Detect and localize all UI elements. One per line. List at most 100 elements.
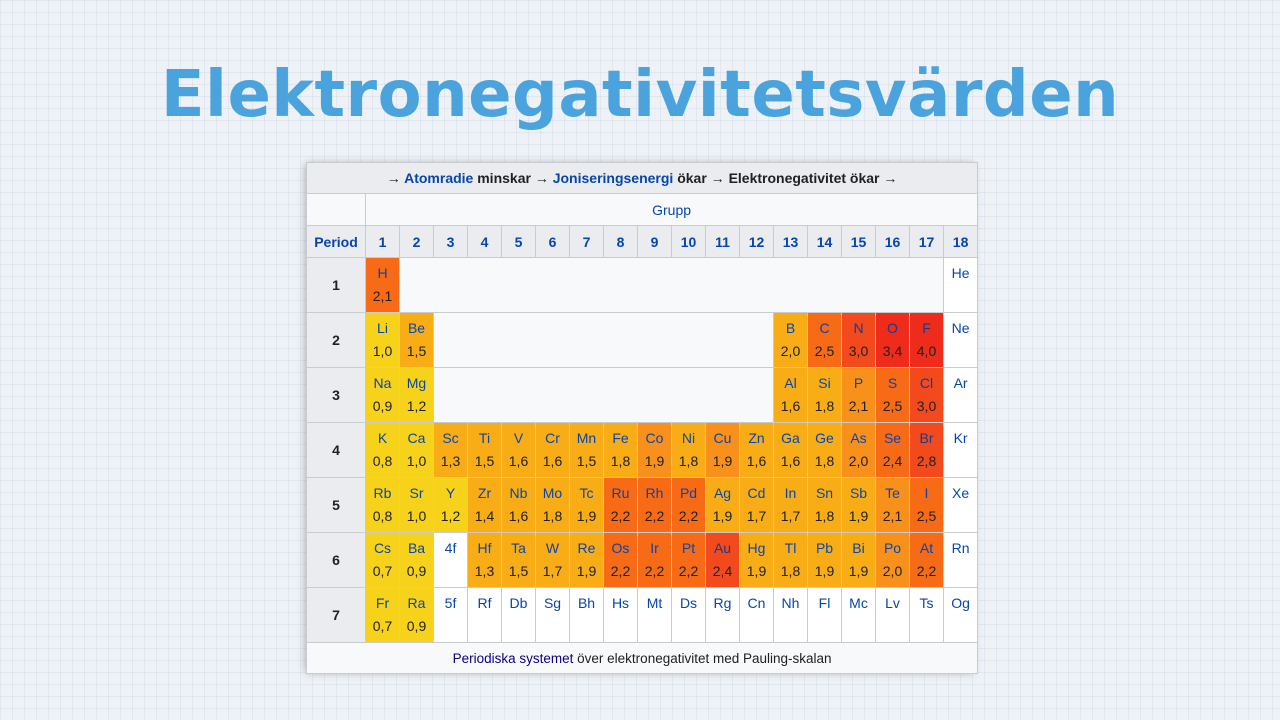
element-symbol[interactable]: Cl	[919, 375, 934, 391]
element-symbol[interactable]: Y	[445, 485, 456, 501]
group-number[interactable]: 14	[807, 225, 842, 258]
element-cell-hf[interactable]: Hf 1,3	[467, 532, 502, 588]
element-symbol[interactable]: Co	[645, 430, 664, 446]
group-number[interactable]: 11	[705, 225, 740, 258]
element-symbol[interactable]: Cu	[713, 430, 732, 446]
group-number[interactable]: 9	[637, 225, 672, 258]
element-symbol[interactable]: Ge	[815, 430, 834, 446]
element-cell-sr[interactable]: Sr 1,0	[399, 477, 434, 533]
element-cell-n[interactable]: N 3,0	[841, 312, 876, 368]
group-number[interactable]: 13	[773, 225, 808, 258]
element-symbol[interactable]: Og	[951, 595, 970, 611]
element-symbol[interactable]: Ta	[511, 540, 526, 556]
grupp-label[interactable]: Grupp	[652, 201, 692, 218]
element-cell-pt[interactable]: Pt 2,2	[671, 532, 706, 588]
element-symbol[interactable]: C	[819, 320, 830, 336]
element-cell-cu[interactable]: Cu 1,9	[705, 422, 740, 478]
element-cell-se[interactable]: Se 2,4	[875, 422, 910, 478]
element-cell-zr[interactable]: Zr 1,4	[467, 477, 502, 533]
element-symbol[interactable]: Cd	[747, 485, 766, 501]
element-symbol[interactable]: In	[784, 485, 797, 501]
element-symbol[interactable]: Lv	[885, 595, 900, 611]
element-symbol[interactable]: Zr	[477, 485, 492, 501]
element-symbol[interactable]: Db	[509, 595, 528, 611]
element-cell-te[interactable]: Te 2,1	[875, 477, 910, 533]
element-symbol[interactable]: Ca	[407, 430, 426, 446]
element-symbol[interactable]: H	[377, 265, 388, 281]
element-symbol[interactable]: O	[887, 320, 898, 336]
element-cell-zn[interactable]: Zn 1,6	[739, 422, 774, 478]
element-symbol[interactable]: 4f	[444, 540, 457, 556]
element-symbol[interactable]: W	[545, 540, 560, 556]
element-symbol[interactable]: Sn	[815, 485, 834, 501]
element-cell-ts[interactable]: Ts	[909, 587, 944, 643]
element-symbol[interactable]: Ra	[407, 595, 426, 611]
group-number[interactable]: 2	[399, 225, 434, 258]
group-number[interactable]: 18	[942, 225, 979, 258]
element-cell-c[interactable]: C 2,5	[807, 312, 842, 368]
element-cell-co[interactable]: Co 1,9	[637, 422, 672, 478]
element-cell-f[interactable]: F 4,0	[909, 312, 944, 368]
element-symbol[interactable]: Po	[883, 540, 902, 556]
element-cell-mg[interactable]: Mg 1,2	[399, 367, 434, 423]
element-cell-fl[interactable]: Fl	[807, 587, 842, 643]
element-cell-ne[interactable]: Ne	[942, 312, 979, 368]
element-cell-li[interactable]: Li 1,0	[365, 312, 400, 368]
group-number[interactable]: 17	[909, 225, 944, 258]
joniseringsenergi-link[interactable]: Joniseringsenergi	[552, 170, 674, 186]
element-cell-f5[interactable]: 5f	[433, 587, 468, 643]
element-symbol[interactable]: Si	[818, 375, 831, 391]
element-symbol[interactable]: Ga	[781, 430, 800, 446]
element-symbol[interactable]: Cn	[747, 595, 766, 611]
element-cell-mc[interactable]: Mc	[841, 587, 876, 643]
element-cell-he[interactable]: He	[942, 257, 979, 313]
element-symbol[interactable]: Ar	[953, 375, 968, 391]
element-cell-k[interactable]: K 0,8	[365, 422, 400, 478]
element-symbol[interactable]: Pb	[815, 540, 834, 556]
element-symbol[interactable]: Rg	[713, 595, 732, 611]
element-symbol[interactable]: Bh	[577, 595, 596, 611]
element-symbol[interactable]: Ru	[611, 485, 630, 501]
element-cell-ge[interactable]: Ge 1,8	[807, 422, 842, 478]
element-symbol[interactable]: K	[377, 430, 388, 446]
element-symbol[interactable]: Nb	[509, 485, 528, 501]
period-header[interactable]: Period	[306, 225, 366, 258]
element-cell-au[interactable]: Au 2,4	[705, 532, 740, 588]
element-cell-fe[interactable]: Fe 1,8	[603, 422, 638, 478]
element-cell-kr[interactable]: Kr	[942, 422, 979, 478]
element-cell-hg[interactable]: Hg 1,9	[739, 532, 774, 588]
element-cell-h[interactable]: H 2,1	[365, 257, 400, 313]
element-symbol[interactable]: Be	[407, 320, 426, 336]
element-cell-p[interactable]: P 2,1	[841, 367, 876, 423]
element-symbol[interactable]: Mn	[576, 430, 597, 446]
element-symbol[interactable]: P	[853, 375, 864, 391]
element-symbol[interactable]: I	[924, 485, 929, 501]
element-symbol[interactable]: Ti	[478, 430, 491, 446]
element-symbol[interactable]: As	[850, 430, 867, 446]
element-symbol[interactable]: Rf	[477, 595, 492, 611]
element-symbol[interactable]: Mc	[849, 595, 868, 611]
element-cell-cd[interactable]: Cd 1,7	[739, 477, 774, 533]
element-symbol[interactable]: Na	[373, 375, 392, 391]
element-symbol[interactable]: He	[951, 265, 970, 281]
element-symbol[interactable]: Ag	[713, 485, 732, 501]
element-symbol[interactable]: Pd	[679, 485, 698, 501]
element-cell-si[interactable]: Si 1,8	[807, 367, 842, 423]
element-cell-cr[interactable]: Cr 1,6	[535, 422, 570, 478]
element-symbol[interactable]: 5f	[444, 595, 457, 611]
element-symbol[interactable]: Bi	[852, 540, 865, 556]
group-number[interactable]: 6	[535, 225, 570, 258]
element-cell-bi[interactable]: Bi 1,9	[841, 532, 876, 588]
element-cell-ds[interactable]: Ds	[671, 587, 706, 643]
element-cell-cl[interactable]: Cl 3,0	[909, 367, 944, 423]
element-cell-fr[interactable]: Fr 0,7	[365, 587, 400, 643]
element-cell-ag[interactable]: Ag 1,9	[705, 477, 740, 533]
element-symbol[interactable]: Te	[885, 485, 900, 501]
element-cell-ca[interactable]: Ca 1,0	[399, 422, 434, 478]
element-cell-db[interactable]: Db	[501, 587, 536, 643]
element-symbol[interactable]: Cs	[373, 540, 392, 556]
periodiska-systemet-link[interactable]: Periodiska systemet	[452, 650, 574, 666]
element-symbol[interactable]: Pt	[681, 540, 696, 556]
element-symbol[interactable]: Rn	[951, 540, 970, 556]
element-symbol[interactable]: Nh	[781, 595, 800, 611]
